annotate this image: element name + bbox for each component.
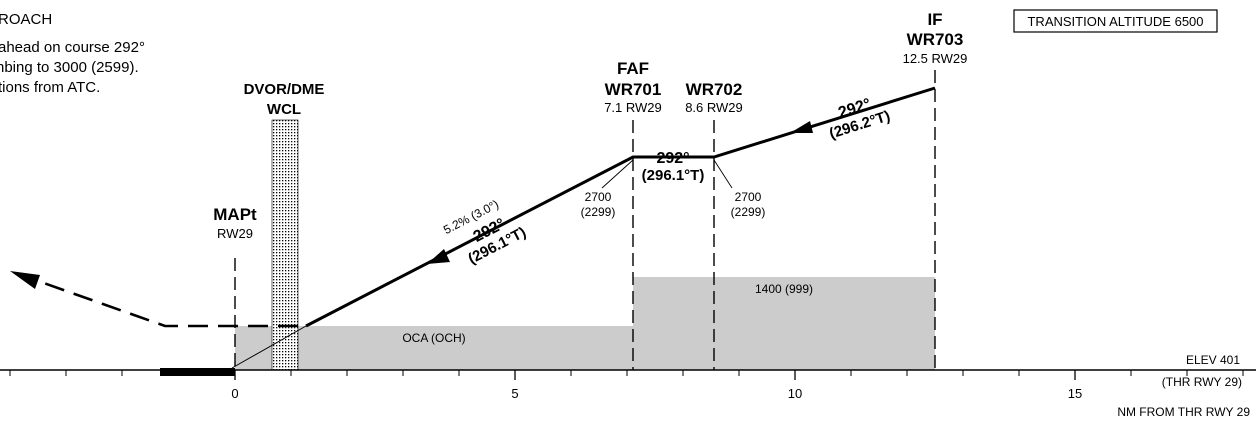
- dvor-ident-label: WCL: [267, 101, 301, 118]
- intermediate-arrow: [790, 121, 813, 133]
- faf-height: (2299): [581, 205, 616, 219]
- visual-segment-line: [231, 325, 307, 369]
- threshold-ref-label: (THR RWY 29): [1162, 375, 1242, 389]
- instruction-line: tions from ATC.: [0, 79, 100, 96]
- faf-distance: 7.1 RW29: [604, 100, 662, 115]
- elevation-label: ELEV 401: [1186, 353, 1240, 367]
- oca-final-area: [235, 326, 633, 370]
- approach-route: [305, 86, 936, 328]
- axis-tick-label: 15: [1068, 386, 1082, 401]
- axis-major-ticks: [234, 370, 1076, 380]
- mapt-distance: RW29: [217, 226, 253, 241]
- oca-intermediate-area: [633, 277, 935, 370]
- procedure-title: ROACH: [0, 11, 52, 28]
- axis-tick-label: 5: [511, 386, 518, 401]
- level-true-course: (296.1°T): [642, 167, 705, 184]
- mapt-role-label: MAPt: [213, 205, 257, 224]
- transition-altitude-box: [1013, 9, 1218, 33]
- oca-intermediate-label: 1400 (999): [755, 282, 813, 296]
- transition-altitude-label: TRANSITION ALTITUDE 6500: [1027, 14, 1203, 29]
- axis-tick-label: 10: [788, 386, 802, 401]
- axis-title: NM FROM THR RWY 29: [1117, 405, 1250, 419]
- faf-altitude: 2700: [585, 190, 612, 204]
- faf-fix-name: WR701: [605, 80, 662, 99]
- faf-alt-leader: [601, 159, 634, 189]
- wr702-fix-name: WR702: [686, 80, 743, 99]
- oca-final-label: OCA (OCH): [402, 331, 465, 345]
- if-role-label: IF: [927, 10, 942, 29]
- dvor-type-label: DVOR/DME: [244, 81, 325, 98]
- wr702-alt-leader: [713, 159, 733, 189]
- missed-approach-path: [37, 279, 298, 328]
- axis-minor-ticks: [9, 370, 1244, 376]
- instruction-line: ahead on course 292°: [0, 39, 145, 56]
- if-fix-name: WR703: [907, 30, 964, 49]
- wr702-altitude: 2700: [735, 190, 762, 204]
- faf-role-label: FAF: [617, 59, 649, 78]
- final-arrow: [427, 249, 450, 264]
- level-course: 292°: [656, 150, 689, 167]
- if-distance: 12.5 RW29: [903, 51, 968, 66]
- wr702-distance: 8.6 RW29: [685, 100, 743, 115]
- wr702-height: (2299): [731, 205, 766, 219]
- axis-tick-label: 0: [231, 386, 238, 401]
- instruction-line: nbing to 3000 (2599).: [0, 59, 139, 76]
- runway-bar: [160, 368, 235, 376]
- missed-approach-arrow: [10, 271, 40, 289]
